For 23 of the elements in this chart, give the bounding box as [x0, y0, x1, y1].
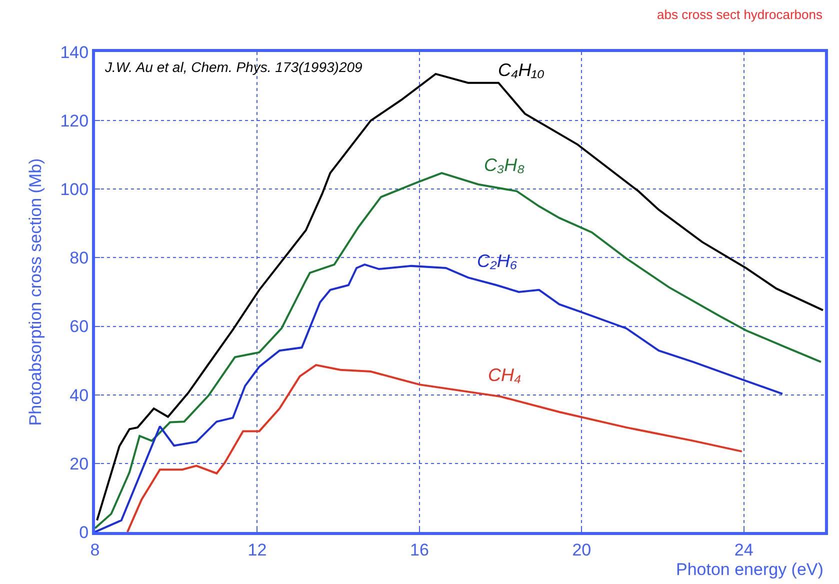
x-tick-label: 16	[410, 540, 429, 560]
line-series	[126, 364, 743, 532]
y-tick-label: 0	[79, 522, 89, 542]
x-tick-label: 8	[90, 540, 100, 560]
y-tick-label: 120	[60, 112, 89, 131]
y-axis-title: Photoabsorption cross section (Mb)	[26, 158, 45, 426]
chart-title: abs cross sect hydrocarbons	[657, 7, 823, 22]
y-tick-label: 140	[60, 42, 89, 62]
y-tick-label: 60	[70, 317, 89, 336]
series-label: CH₄	[488, 365, 522, 385]
x-tick-label: 12	[248, 540, 267, 560]
y-tick-label: 40	[70, 386, 89, 405]
x-tick-label: 24	[734, 540, 754, 560]
x-axis-title: Photon energy (eV)	[676, 560, 824, 579]
line-series	[95, 172, 822, 530]
series-label: C₂H₆	[477, 251, 518, 271]
y-tick-label: 80	[70, 248, 89, 268]
annotation: J.W. Au et al, Chem. Phys. 173(1993)209	[104, 59, 363, 75]
y-tick-label: 20	[70, 454, 89, 474]
x-tick-label: 20	[572, 540, 592, 560]
y-tick-label: 100	[60, 180, 89, 200]
series-label: C₃H₈	[484, 155, 526, 175]
series-label: C₄H₁₀	[498, 60, 545, 80]
